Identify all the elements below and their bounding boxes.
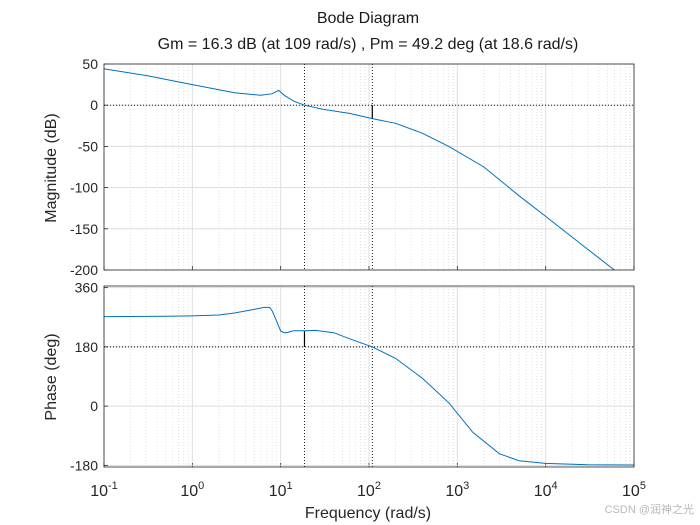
x-tick-base: 10 <box>269 483 287 500</box>
x-tick-base: 10 <box>445 483 463 500</box>
phase-series-line <box>104 306 634 466</box>
magnitude-axes: 50 0 -50 -100 -150 -200 <box>70 56 635 278</box>
magnitude-y-tick-label: -50 <box>78 138 98 154</box>
phase-y-tick-label: -180 <box>70 457 98 473</box>
x-tick-label: 102 <box>357 480 381 500</box>
x-tick-label: 105 <box>622 480 646 500</box>
x-tick-base: 10 <box>357 483 375 500</box>
x-tick-base: 10 <box>534 483 552 500</box>
x-tick-exponent: 4 <box>552 480 558 492</box>
phase-y-tick-label: 0 <box>90 398 98 414</box>
phase-y-tick-label: 180 <box>75 339 99 355</box>
x-tick-label: 10-1 <box>90 480 118 500</box>
x-tick-exponent: 1 <box>287 480 293 492</box>
magnitude-ylabel: Magnitude (dB) <box>43 113 60 222</box>
x-tick-base: 10 <box>90 483 108 500</box>
x-tick-exponent: 3 <box>463 480 469 492</box>
watermark: CSDN @润神之光 <box>604 504 694 516</box>
magnitude-y-tick-label: 0 <box>90 97 98 113</box>
magnitude-y-tick-label: -100 <box>70 180 98 196</box>
x-tick-exponent: 2 <box>375 480 381 492</box>
phase-axes-border <box>103 285 635 468</box>
x-tick-base: 10 <box>180 483 198 500</box>
x-tick-exponent: 0 <box>198 480 204 492</box>
x-tick-label: 101 <box>269 480 293 500</box>
magnitude-axes-border <box>103 63 635 271</box>
magnitude-y-tick-label: -150 <box>70 221 98 237</box>
magnitude-y-tick-label: 50 <box>82 56 98 72</box>
phase-y-tick-label: 360 <box>75 280 99 296</box>
chart-subtitle: Gm = 16.3 dB (at 109 rad/s) , Pm = 49.2 … <box>158 36 579 53</box>
x-axis-label: Frequency (rad/s) <box>305 505 431 522</box>
x-tick-base: 10 <box>622 483 640 500</box>
x-tick-label: 100 <box>180 480 204 500</box>
x-tick-exponent: 5 <box>640 480 646 492</box>
magnitude-series-line <box>104 68 615 270</box>
x-tick-exponent: -1 <box>108 480 118 492</box>
phase-ylabel: Phase (deg) <box>43 333 60 420</box>
x-tick-label: 103 <box>445 480 469 500</box>
chart-title: Bode Diagram <box>317 10 419 27</box>
x-tick-label: 104 <box>534 480 558 500</box>
magnitude-y-tick-label: -200 <box>70 262 98 278</box>
